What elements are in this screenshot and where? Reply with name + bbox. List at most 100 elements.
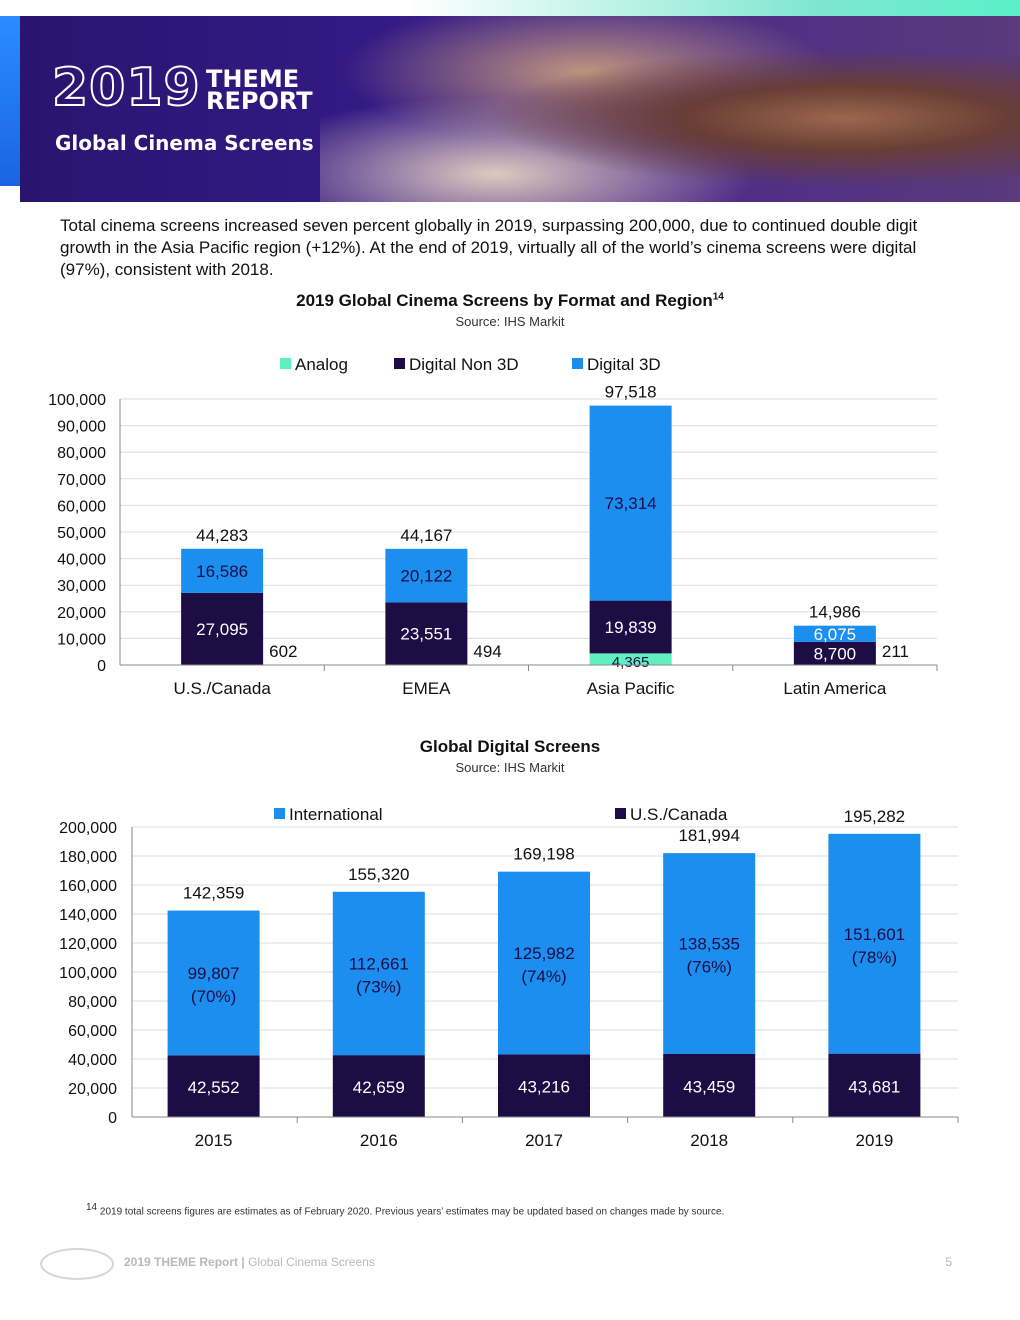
chart1-legend-swatch <box>280 358 291 369</box>
chart1-total-label: 14,986 <box>809 603 861 622</box>
chart2-ytick-label: 200,000 <box>59 820 117 837</box>
footnote-number: 14 <box>86 1202 98 1213</box>
chart1-ytick-label: 40,000 <box>57 552 106 569</box>
chart1-title-text: 2019 Global Cinema Screens by Format and… <box>296 291 713 310</box>
chart1-ytick-label: 70,000 <box>57 472 106 489</box>
chart2-bar-us-canada <box>167 1055 260 1117</box>
chart1-label-digital-non3d: 8,700 <box>814 644 857 663</box>
chart2-bar-international <box>332 891 425 1056</box>
chart2-label-share: (76%) <box>687 958 732 977</box>
chart1-bar-digital-non3d <box>385 602 468 665</box>
chart1-ytick-label: 100,000 <box>48 392 106 409</box>
banner-year: 2019 <box>51 58 201 118</box>
chart1-ytick-label: 90,000 <box>57 419 106 436</box>
chart1-label-analog: 4,365 <box>612 654 650 671</box>
chart1-bar-digital-3d <box>181 548 264 593</box>
chart1-label-analog: 602 <box>269 642 297 661</box>
chart1-bar-digital-non3d <box>181 592 264 665</box>
chart2-label-international: 99,807 <box>188 964 240 983</box>
chart1-bar-analog <box>589 653 672 665</box>
chart1-category-label: Latin America <box>783 679 887 698</box>
chart2-total-label: 181,994 <box>678 826 739 845</box>
chart2-bar-us-canada <box>663 1053 756 1117</box>
chart1-region-format: 0 10,000 20,000 30,000 40,000 50,000 60,000 70,… <box>48 355 938 698</box>
chart1-ytick-label: 50,000 <box>57 525 106 542</box>
intro-paragraph: Total cinema screens increased seven per… <box>60 216 918 279</box>
left-accent-strip <box>0 16 20 186</box>
chart2-category-label: 2018 <box>690 1131 728 1150</box>
chart2-ytick-label: 80,000 <box>68 994 117 1011</box>
banner-photo <box>320 16 1020 202</box>
chart1-label-digital-3d: 20,122 <box>400 567 452 586</box>
chart1-category-label: U.S./Canada <box>173 679 271 698</box>
chart2-total-label: 195,282 <box>844 807 905 826</box>
chart2-legend-swatch <box>274 808 285 819</box>
chart2-ytick-label: 20,000 <box>68 1081 117 1098</box>
chart2-ytick-label: 60,000 <box>68 1023 117 1040</box>
chart1-total-label: 44,283 <box>196 526 248 545</box>
chart2-bar-international <box>828 833 921 1054</box>
footnote-text: 2019 total screens figures are estimates… <box>99 1206 725 1218</box>
chart2-bar-international <box>663 853 756 1054</box>
chart1-title: 2019 Global Cinema Screens by Format and… <box>0 291 1020 311</box>
chart1-legend-swatch <box>572 358 583 369</box>
chart2-category-label: 2017 <box>525 1131 563 1150</box>
footnote: 14 2019 total screens figures are estima… <box>86 1202 724 1217</box>
chart1-label-digital-3d: 6,075 <box>814 625 857 644</box>
chart2-digital-screens: 0 20,000 40,000 60,000 80,000 100,000 120,000 1… <box>59 805 959 1150</box>
chart2-label-us-canada: 43,681 <box>848 1077 900 1096</box>
chart1-source: Source: IHS Markit <box>455 314 565 329</box>
footer-label: 2019 THEME Report | Global Cinema Screen… <box>124 1255 375 1269</box>
chart2-label-share: (70%) <box>191 987 236 1006</box>
chart1-total-label: 44,167 <box>400 526 452 545</box>
chart2-category-label: 2015 <box>195 1131 233 1150</box>
chart2-source: Source: IHS Markit <box>455 760 565 775</box>
footer-report: 2019 THEME Report <box>124 1255 239 1269</box>
chart2-category-label: 2019 <box>855 1131 893 1150</box>
chart2-legend-swatch <box>615 808 626 819</box>
chart1-legend-label: Digital Non 3D <box>409 355 519 374</box>
chart2-bar-international <box>167 910 260 1056</box>
chart2-label-us-canada: 43,216 <box>518 1078 570 1097</box>
chart1-label-digital-3d: 73,314 <box>605 494 657 513</box>
chart2-ytick-label: 0 <box>108 1110 117 1127</box>
chart2-label-international: 112,661 <box>349 954 409 973</box>
chart1-ytick-label: 20,000 <box>57 605 106 622</box>
chart2-ytick-label: 120,000 <box>59 936 117 953</box>
chart1-ytick-label: 10,000 <box>57 631 106 648</box>
top-accent-strip <box>0 0 1020 16</box>
chart1-ytick-label: 60,000 <box>57 498 106 515</box>
page-number: 5 <box>945 1255 952 1269</box>
chart1-bar-digital-3d <box>385 548 468 603</box>
chart1-total-label: 97,518 <box>605 383 657 402</box>
chart2-label-us-canada: 43,459 <box>683 1077 735 1096</box>
chart2-label-us-canada: 42,659 <box>353 1078 405 1097</box>
chart1-legend-swatch <box>394 358 405 369</box>
chart1-ytick-label: 80,000 <box>57 445 106 462</box>
chart2-label-international: 125,982 <box>513 944 574 963</box>
banner-subtitle: Global Cinema Screens <box>55 131 314 155</box>
page-footer: 2019 THEME Report | Global Cinema Screen… <box>40 1246 970 1280</box>
chart2-bar-us-canada <box>498 1054 590 1117</box>
chart2-bar-us-canada <box>828 1053 921 1117</box>
chart1-category-label: EMEA <box>402 679 451 698</box>
chart1-title-sup: 14 <box>712 291 724 303</box>
chart2-ytick-label: 40,000 <box>68 1052 117 1069</box>
banner-theme-line1: THEME <box>206 65 300 93</box>
chart1-ytick-label: 0 <box>97 658 106 675</box>
chart1-bar-digital-3d <box>793 625 876 642</box>
chart1-ytick-label: 30,000 <box>57 578 106 595</box>
footer-section: Global Cinema Screens <box>248 1255 375 1269</box>
footer-separator: | <box>238 1255 249 1269</box>
chart2-label-share: (78%) <box>852 948 897 967</box>
chart2-category-label: 2016 <box>360 1131 398 1150</box>
header-banner <box>20 16 1020 202</box>
chart2-legend-label: U.S./Canada <box>630 805 728 824</box>
banner-theme-report: THEME REPORT <box>206 65 313 113</box>
chart1-label-digital-non3d: 27,095 <box>196 620 248 639</box>
chart2-ytick-label: 180,000 <box>59 849 117 866</box>
chart1-label-analog: 211 <box>882 642 909 661</box>
chart1-bar-digital-non3d <box>589 600 672 654</box>
chart1-label-digital-3d: 16,586 <box>196 562 248 581</box>
chart2-title: Global Digital Screens <box>419 737 601 756</box>
